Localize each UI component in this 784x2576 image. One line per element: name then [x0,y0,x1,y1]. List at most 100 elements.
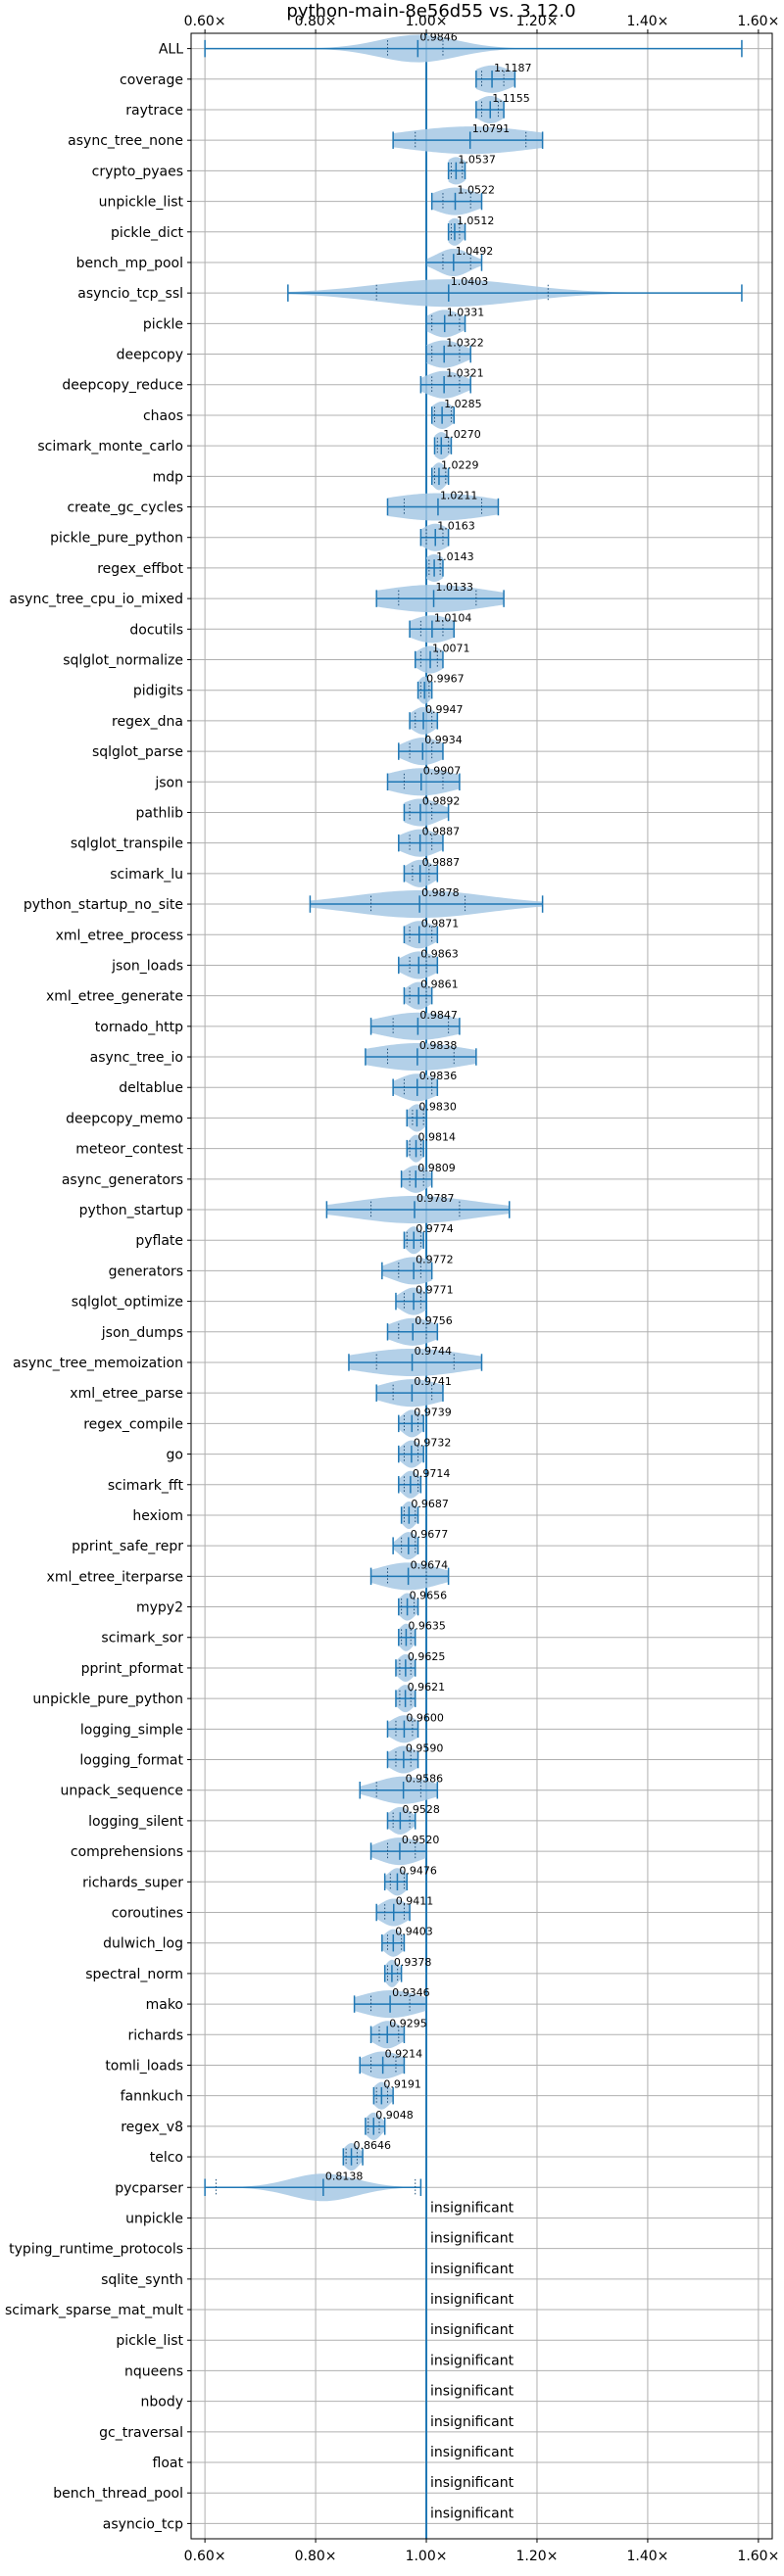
value-label: 0.9814 [418,1131,457,1144]
value-label: 1.0512 [457,215,495,227]
benchmark-label: gc_traversal [99,2425,183,2441]
value-label: 1.0492 [456,245,494,258]
value-label: 1.0163 [437,520,475,533]
benchmark-label: deepcopy [117,348,183,363]
value-label: 0.9732 [414,1437,452,1450]
value-label: 1.0791 [472,122,511,135]
benchmark-label: deepcopy_reduce [62,378,183,394]
value-label: 0.9048 [375,2109,414,2122]
benchmark-label: crypto_pyaes [92,164,183,179]
value-label: 0.9590 [406,1742,444,1755]
benchmark-label: bench_mp_pool [76,256,183,271]
value-label: 1.0270 [443,428,481,441]
value-label: 0.9656 [410,1590,448,1602]
benchmark-label: deltablue [119,1080,183,1096]
benchmark-label: sqlglot_normalize [63,653,183,669]
x-tick-label-top: 1.40× [626,14,668,29]
benchmark-label: raytrace [125,103,183,119]
value-label: 0.8138 [325,2170,364,2182]
benchmark-label: async_tree_memoization [13,1356,183,1371]
benchmark-label: scimark_sor [101,1631,183,1646]
value-label: 0.9771 [416,1284,454,1297]
benchmark-label: telco [150,2150,183,2166]
insignificant-label: insignificant [430,2353,514,2368]
value-label: 0.9674 [411,1558,449,1571]
benchmark-label: python_startup_no_site [24,897,183,913]
benchmark-label: python_startup [79,1203,183,1218]
insignificant-label: insignificant [430,2475,514,2491]
insignificant-label: insignificant [430,2262,514,2277]
insignificant-label: insignificant [430,2505,514,2521]
chart-title: python-main-8e56d55 vs. 3.12.0 [286,1,575,22]
benchmark-label: coroutines [112,1906,183,1922]
value-label: 0.9967 [426,673,465,686]
x-tick-label-bottom: 1.00× [406,2549,448,2564]
benchmark-label: comprehensions [71,1844,183,1860]
value-label: 0.9744 [415,1345,453,1358]
benchmark-label: unpickle_list [99,195,184,211]
benchmark-label: spectral_norm [85,1967,183,1982]
value-label: 0.9191 [383,2078,421,2091]
benchmark-label: scimark_fft [108,1478,184,1494]
benchmark-label: scimark_lu [110,867,183,883]
insignificant-label: insignificant [430,2292,514,2308]
benchmark-label: bench_thread_pool [53,2486,183,2502]
benchmark-label: typing_runtime_protocols [9,2242,183,2258]
value-label: 0.9887 [422,856,461,869]
value-label: 0.9878 [421,886,460,899]
benchmark-label: sqlite_synth [101,2272,183,2288]
value-label: 0.9214 [385,2047,423,2060]
benchmark-label: pickle [143,316,183,332]
benchmark-label: sqlglot_optimize [72,1295,183,1311]
benchmark-label: xml_etree_process [56,928,183,943]
benchmark-label: nbody [141,2395,184,2410]
benchmark-label: xml_etree_parse [70,1386,183,1402]
benchmark-label: sqlglot_transpile [71,836,183,852]
value-label: 1.1155 [492,92,529,105]
value-label: 0.9411 [396,1895,434,1908]
value-label: 0.9838 [419,1039,458,1052]
value-label: 0.9677 [411,1528,449,1541]
benchmark-label: go [167,1448,183,1463]
benchmark-label: pidigits [133,684,183,699]
value-label: 0.9846 [419,31,458,44]
benchmark-label: pickle_dict [111,225,184,241]
benchmark-label: json [154,775,183,790]
benchmark-label: regex_dna [112,714,183,730]
value-label: 0.9520 [402,1834,440,1846]
tick-layer: 0.60× 0.60× 0.80× 0.80× 1.00× 1.00× 1.20× 1.20×… [5,14,779,2564]
value-label: 0.9714 [413,1467,451,1480]
value-label: 0.9625 [408,1650,446,1663]
value-label: 1.0143 [436,550,474,563]
benchmark-label: generators [109,1264,183,1279]
value-label: 0.9586 [406,1773,444,1786]
value-label: 1.1187 [494,62,532,74]
value-label: 0.9739 [414,1406,452,1418]
value-label: 0.9741 [414,1375,452,1388]
value-label: 0.9787 [416,1192,455,1205]
mark-layer: 0.9846 1.1187 1.1155 1.0791 1.0537 1.0522 1.05… [204,31,743,2539]
value-label: 0.9947 [425,703,464,716]
insignificant-label: insignificant [430,2200,514,2216]
benchmark-label: pickle_list [116,2333,183,2349]
value-label: 0.9863 [420,947,459,960]
benchmark-label: pprint_pformat [81,1661,184,1677]
benchmark-label: regex_effbot [97,561,183,577]
benchmark-label: mypy2 [136,1600,183,1616]
benchmark-label: mako [146,1997,183,2013]
value-label: 1.0133 [436,581,474,594]
benchmark-label: async_tree_none [68,133,183,149]
x-tick-label-bottom: 1.20× [516,2549,559,2564]
benchmark-label: regex_v8 [121,2120,183,2135]
benchmark-label: unpickle [125,2211,183,2226]
benchmark-label: nqueens [124,2363,183,2379]
benchmark-label: async_tree_cpu_io_mixed [9,592,183,607]
value-label: 1.0322 [446,337,484,350]
value-label: 0.9635 [408,1620,446,1633]
benchmark-label: pickle_pure_python [50,531,183,547]
benchmark-label: sqlglot_parse [92,744,183,760]
value-label: 0.9687 [411,1498,449,1510]
x-tick-label-top: 0.60× [184,14,226,29]
plot-frame [190,32,773,2540]
